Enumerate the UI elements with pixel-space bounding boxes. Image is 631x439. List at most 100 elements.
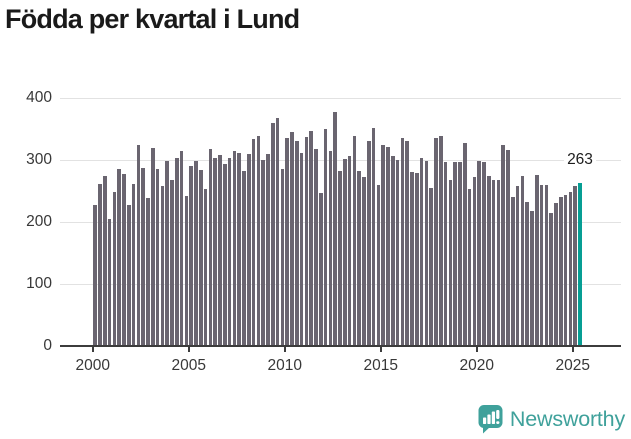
y-axis-label-100: 100 (26, 275, 52, 292)
bar-2010-q1 (285, 137, 290, 346)
bar-2013-q3 (352, 136, 357, 346)
bar-2022-q1 (515, 186, 520, 346)
bar-2003-q4 (165, 161, 170, 346)
bar-2018-q3 (448, 179, 453, 346)
newsworthy-logo-icon (478, 405, 503, 434)
bar-2019-q2 (462, 143, 467, 346)
bar-2009-q1 (266, 154, 270, 346)
x-axis-tick-2005 (187, 347, 190, 352)
bar-2007-q4 (242, 170, 246, 346)
x-axis-tick-2025 (571, 347, 574, 352)
bar-2011-q4 (318, 192, 323, 346)
bar-2022-q3 (525, 201, 530, 346)
bar-2017-q4 (434, 137, 438, 346)
bar-2010-q4 (299, 152, 304, 346)
bar-2004-q1 (170, 179, 174, 346)
bar-2011-q2 (309, 131, 314, 346)
bar-2021-q4 (510, 196, 515, 346)
bar-2024-q1 (554, 203, 558, 346)
bar-2017-q1 (419, 157, 424, 346)
bar-2005-q3 (198, 169, 203, 346)
bar-2007-q1 (227, 157, 232, 346)
bar-2003-q1 (150, 148, 155, 346)
bar-2020-q4 (491, 179, 496, 346)
x-axis-tick-2000 (91, 347, 94, 352)
bar-2021-q2 (501, 144, 506, 346)
bar-2000-q4 (107, 218, 112, 346)
bar-2021-q3 (506, 150, 510, 346)
bar-2024-q2 (558, 196, 563, 346)
bar-2023-q3 (544, 184, 549, 346)
bar-2002-q3 (141, 168, 146, 346)
bar-2005-q2 (194, 161, 198, 346)
bar-2016-q2 (405, 141, 410, 346)
bar-2016-q4 (414, 173, 419, 346)
bar-2014-q4 (376, 184, 381, 346)
bar-2005-q1 (189, 166, 194, 346)
bar-2002-q2 (136, 144, 141, 346)
bar-2011-q3 (314, 149, 318, 346)
y-axis-label-400: 400 (26, 89, 52, 106)
brand-name: Newsworthy (509, 406, 625, 431)
x-axis-label-2015: 2015 (363, 357, 399, 374)
bar-2001-q4 (126, 204, 131, 346)
bar-2009-q3 (275, 118, 280, 346)
bar-2003-q3 (160, 186, 165, 346)
bar-2016-q1 (400, 137, 405, 346)
bar-2015-q1 (381, 145, 386, 346)
y-axis-label-200: 200 (26, 213, 52, 230)
highlight-value-label: 263 (564, 151, 596, 169)
bar-2016-q3 (410, 172, 414, 346)
bar-2004-q4 (184, 195, 189, 346)
bar-2025-q1 (573, 186, 578, 346)
bar-2008-q2 (251, 138, 256, 346)
bar-2010-q3 (294, 141, 299, 346)
bar-2001-q1 (112, 192, 117, 346)
bar-2021-q1 (496, 179, 501, 346)
bar-2000-q3 (102, 176, 107, 346)
bar-2014-q3 (371, 127, 376, 346)
x-axis-label-2005: 2005 (171, 357, 207, 374)
bar-2024-q4 (568, 191, 573, 346)
x-axis-label-2020: 2020 (459, 357, 495, 374)
bar-2009-q4 (280, 168, 285, 346)
x-axis-label-2000: 2000 (75, 357, 111, 374)
bar-2012-q1 (323, 129, 328, 346)
bar-2010-q2 (290, 132, 294, 346)
bar-2014-q2 (366, 141, 371, 346)
bar-2018-q4 (453, 161, 458, 346)
bar-2015-q2 (386, 146, 390, 346)
bar-2018-q1 (438, 135, 443, 346)
bar-2005-q4 (203, 189, 208, 346)
bar-2012-q2 (328, 150, 333, 346)
x-axis-label-2025: 2025 (555, 357, 591, 374)
bar-2022-q2 (520, 176, 525, 346)
bar-2015-q4 (395, 160, 400, 346)
bar-2011-q1 (304, 137, 309, 346)
bar-2002-q1 (131, 184, 136, 346)
bar-2000-q2 (98, 184, 102, 346)
brand-footer: Newsworthy (478, 404, 625, 434)
bar-2008-q4 (261, 160, 266, 346)
bar-2004-q3 (179, 151, 184, 346)
bar-2007-q2 (232, 151, 237, 346)
bar-2000-q1 (93, 205, 98, 346)
bar-2022-q4 (530, 211, 534, 346)
bar-2019-q1 (458, 161, 462, 346)
gridline-y-300 (60, 160, 621, 161)
bar-2019-q3 (467, 188, 472, 346)
y-axis-label-300: 300 (26, 151, 52, 168)
highlight-bar-2025-q2 (578, 182, 582, 346)
bar-2023-q4 (549, 213, 554, 346)
bar-2003-q2 (155, 169, 160, 346)
bar-2001-q3 (122, 173, 126, 346)
bar-2012-q4 (338, 170, 342, 346)
bar-2013-q1 (342, 158, 347, 346)
bar-2013-q2 (347, 155, 352, 346)
bar-2002-q4 (146, 197, 150, 346)
bar-2008-q3 (256, 136, 261, 346)
bar-2018-q2 (443, 162, 448, 346)
y-axis-label-0: 0 (43, 337, 52, 354)
bar-2001-q2 (117, 169, 122, 346)
